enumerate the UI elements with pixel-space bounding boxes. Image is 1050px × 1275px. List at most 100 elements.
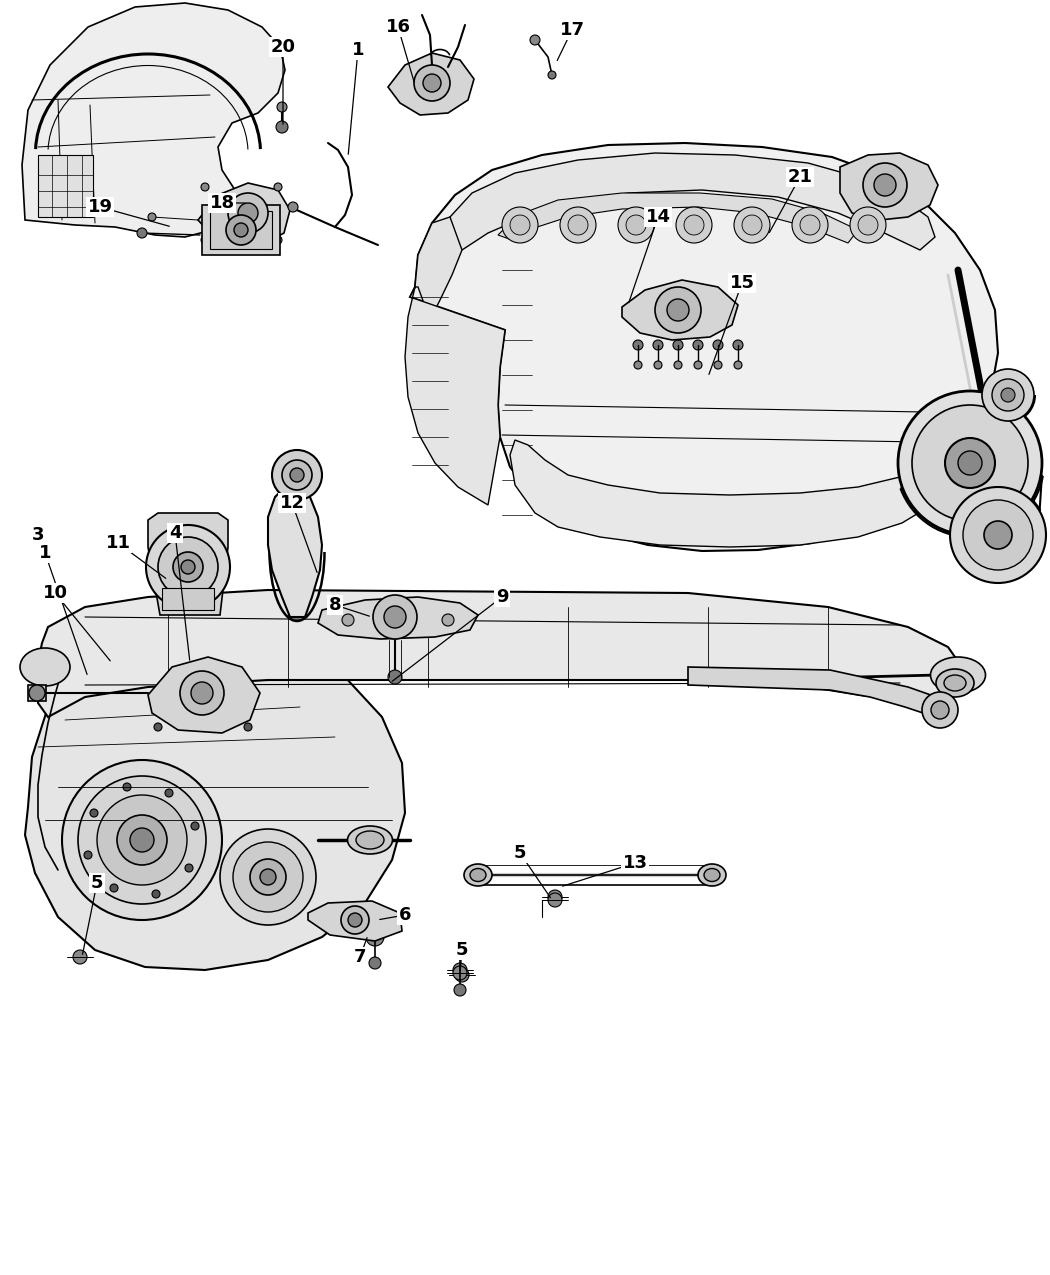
- Polygon shape: [622, 280, 738, 340]
- Circle shape: [971, 555, 979, 562]
- Circle shape: [228, 193, 268, 233]
- Ellipse shape: [704, 868, 720, 881]
- Circle shape: [201, 236, 209, 244]
- Circle shape: [180, 671, 224, 715]
- Circle shape: [97, 796, 187, 885]
- Polygon shape: [148, 513, 228, 615]
- Circle shape: [272, 450, 322, 500]
- Circle shape: [874, 173, 896, 196]
- Circle shape: [792, 207, 828, 244]
- Ellipse shape: [698, 864, 726, 886]
- Text: 21: 21: [788, 168, 813, 186]
- Polygon shape: [318, 597, 478, 639]
- Circle shape: [653, 340, 663, 351]
- Text: 1: 1: [352, 41, 364, 59]
- Circle shape: [423, 74, 441, 92]
- Circle shape: [693, 340, 704, 351]
- Text: 13: 13: [623, 854, 648, 872]
- Text: 7: 7: [354, 949, 366, 966]
- Circle shape: [568, 215, 588, 235]
- Circle shape: [655, 287, 701, 333]
- Circle shape: [341, 907, 369, 935]
- Circle shape: [453, 963, 467, 977]
- Polygon shape: [840, 153, 938, 221]
- Text: 4: 4: [169, 524, 182, 542]
- Circle shape: [454, 984, 466, 996]
- Bar: [210, 210, 272, 249]
- Circle shape: [626, 215, 646, 235]
- Text: 18: 18: [209, 194, 234, 212]
- Circle shape: [455, 968, 469, 982]
- Circle shape: [342, 615, 354, 626]
- Circle shape: [1016, 509, 1024, 516]
- Circle shape: [982, 368, 1034, 421]
- Circle shape: [510, 215, 530, 235]
- Text: 8: 8: [329, 595, 341, 615]
- Ellipse shape: [348, 826, 393, 854]
- Circle shape: [152, 890, 160, 898]
- Bar: [202, 205, 280, 255]
- Circle shape: [274, 236, 282, 244]
- Circle shape: [734, 207, 770, 244]
- Circle shape: [442, 615, 454, 626]
- Circle shape: [62, 760, 222, 921]
- Circle shape: [945, 439, 995, 488]
- Circle shape: [276, 121, 288, 133]
- Circle shape: [673, 340, 683, 351]
- Circle shape: [181, 560, 195, 574]
- Circle shape: [548, 890, 562, 904]
- Polygon shape: [405, 287, 505, 505]
- Circle shape: [384, 606, 406, 629]
- Circle shape: [165, 789, 173, 797]
- Circle shape: [453, 966, 467, 980]
- Circle shape: [154, 723, 162, 731]
- Ellipse shape: [936, 669, 974, 697]
- Text: 10: 10: [42, 584, 67, 602]
- Polygon shape: [22, 3, 285, 237]
- Circle shape: [858, 215, 878, 235]
- Circle shape: [548, 71, 556, 79]
- Text: 20: 20: [271, 38, 295, 56]
- Ellipse shape: [470, 868, 486, 881]
- Circle shape: [633, 340, 643, 351]
- Polygon shape: [510, 440, 970, 547]
- Polygon shape: [688, 667, 945, 717]
- Circle shape: [971, 509, 979, 516]
- Circle shape: [800, 215, 820, 235]
- Circle shape: [674, 361, 682, 368]
- Circle shape: [158, 537, 218, 597]
- Circle shape: [123, 783, 131, 790]
- Circle shape: [274, 184, 282, 191]
- Text: 5: 5: [513, 844, 526, 862]
- Circle shape: [366, 928, 384, 946]
- Circle shape: [912, 405, 1028, 521]
- Circle shape: [185, 864, 193, 872]
- Text: 17: 17: [560, 20, 585, 40]
- Circle shape: [84, 850, 92, 859]
- Text: 19: 19: [87, 198, 112, 215]
- Circle shape: [654, 361, 662, 368]
- Circle shape: [548, 892, 562, 907]
- Circle shape: [733, 340, 743, 351]
- Polygon shape: [498, 193, 858, 244]
- Circle shape: [146, 525, 230, 609]
- Circle shape: [694, 361, 702, 368]
- Circle shape: [244, 723, 252, 731]
- Ellipse shape: [930, 657, 986, 694]
- Circle shape: [502, 207, 538, 244]
- Circle shape: [234, 223, 248, 237]
- Circle shape: [414, 65, 450, 101]
- Ellipse shape: [356, 831, 384, 849]
- Circle shape: [676, 207, 712, 244]
- Circle shape: [90, 810, 98, 817]
- Circle shape: [950, 487, 1046, 583]
- Circle shape: [530, 34, 540, 45]
- Text: 5: 5: [90, 873, 103, 892]
- Polygon shape: [268, 487, 322, 617]
- Circle shape: [369, 958, 381, 969]
- Text: 14: 14: [646, 208, 671, 226]
- Polygon shape: [148, 657, 260, 733]
- Text: 9: 9: [496, 588, 508, 606]
- Polygon shape: [410, 143, 997, 551]
- Circle shape: [191, 682, 213, 704]
